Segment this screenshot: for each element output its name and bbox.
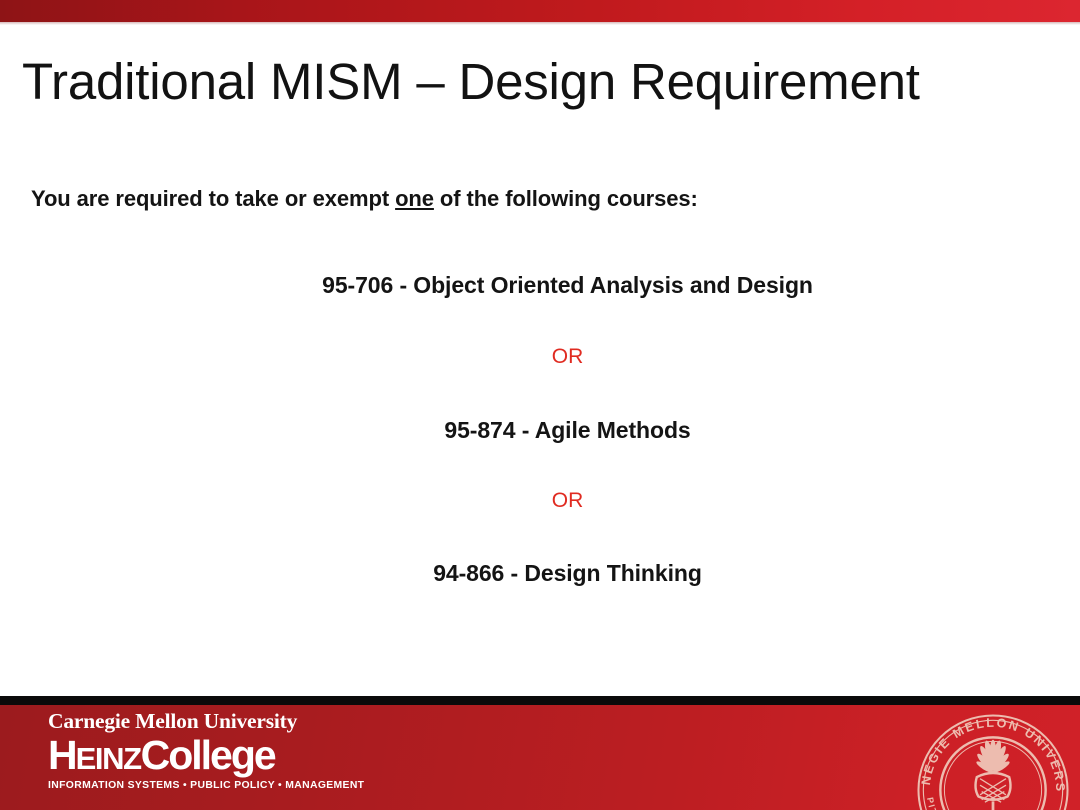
carnegie-mellon-university-wordmark: Carnegie Mellon University [48, 709, 298, 733]
intro-emphasis-one: one [395, 186, 434, 211]
intro-text-after: of the following courses: [433, 186, 698, 211]
heinz-einz: EINZ [75, 740, 142, 776]
intro-text-before: You are required to take or exempt [31, 186, 396, 211]
top-red-banner [0, 0, 1080, 22]
top-banner-shadow [0, 22, 1080, 25]
course-option-3: 94-866 - Design Thinking [433, 560, 702, 586]
slide-body: You are required to take or exempt one o… [31, 186, 813, 586]
college-c: C [140, 731, 171, 778]
heinz-college-wordmark: HEINZCollege [48, 731, 348, 778]
or-separator-1: OR [551, 345, 584, 368]
heinz-college-logo: Carnegie Mellon University HEINZCollege … [48, 709, 365, 791]
course-option-2: 95-874 - Agile Methods [444, 417, 691, 443]
intro-instruction: You are required to take or exempt one o… [31, 186, 698, 212]
college-rest: ollege [168, 731, 276, 778]
carnegie-mellon-seal-icon: CARNEGIE MELLON UNIVERSITY PITTSBURGH 19… [912, 709, 1069, 810]
college-tagline: INFORMATION SYSTEMS • PUBLIC POLICY • MA… [48, 779, 365, 791]
course-option-1: 95-706 - Object Oriented Analysis and De… [322, 272, 813, 298]
heinz-h: H [48, 731, 78, 778]
page-title: Traditional MISM – Design Requirement [22, 53, 920, 110]
or-separator-2: OR [551, 489, 584, 512]
svg-text:PITTSBURGH: PITTSBURGH [925, 797, 976, 810]
footer-banner: Carnegie Mellon University HEINZCollege … [0, 705, 1080, 810]
footer-black-rule [0, 696, 1080, 705]
